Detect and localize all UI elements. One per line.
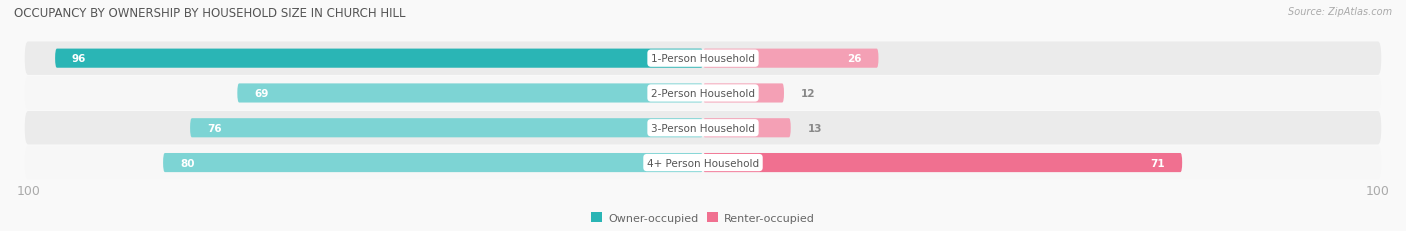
- Text: 4+ Person Household: 4+ Person Household: [647, 158, 759, 168]
- FancyBboxPatch shape: [25, 42, 1381, 76]
- Text: 76: 76: [207, 123, 222, 133]
- FancyBboxPatch shape: [190, 119, 703, 138]
- FancyBboxPatch shape: [703, 153, 1182, 172]
- Text: 2-Person Household: 2-Person Household: [651, 88, 755, 99]
- Text: 12: 12: [801, 88, 815, 99]
- Text: 13: 13: [807, 123, 823, 133]
- Text: 26: 26: [846, 54, 862, 64]
- FancyBboxPatch shape: [163, 153, 703, 172]
- FancyBboxPatch shape: [25, 112, 1381, 145]
- Text: 3-Person Household: 3-Person Household: [651, 123, 755, 133]
- FancyBboxPatch shape: [25, 77, 1381, 110]
- Text: 80: 80: [180, 158, 194, 168]
- FancyBboxPatch shape: [703, 119, 790, 138]
- Text: OCCUPANCY BY OWNERSHIP BY HOUSEHOLD SIZE IN CHURCH HILL: OCCUPANCY BY OWNERSHIP BY HOUSEHOLD SIZE…: [14, 7, 405, 20]
- FancyBboxPatch shape: [703, 84, 785, 103]
- FancyBboxPatch shape: [238, 84, 703, 103]
- FancyBboxPatch shape: [55, 49, 703, 68]
- Text: 69: 69: [254, 88, 269, 99]
- Text: 1-Person Household: 1-Person Household: [651, 54, 755, 64]
- Text: Source: ZipAtlas.com: Source: ZipAtlas.com: [1288, 7, 1392, 17]
- Text: 96: 96: [72, 54, 86, 64]
- Text: 71: 71: [1150, 158, 1166, 168]
- Legend: Owner-occupied, Renter-occupied: Owner-occupied, Renter-occupied: [586, 208, 820, 227]
- FancyBboxPatch shape: [703, 49, 879, 68]
- FancyBboxPatch shape: [25, 146, 1381, 179]
